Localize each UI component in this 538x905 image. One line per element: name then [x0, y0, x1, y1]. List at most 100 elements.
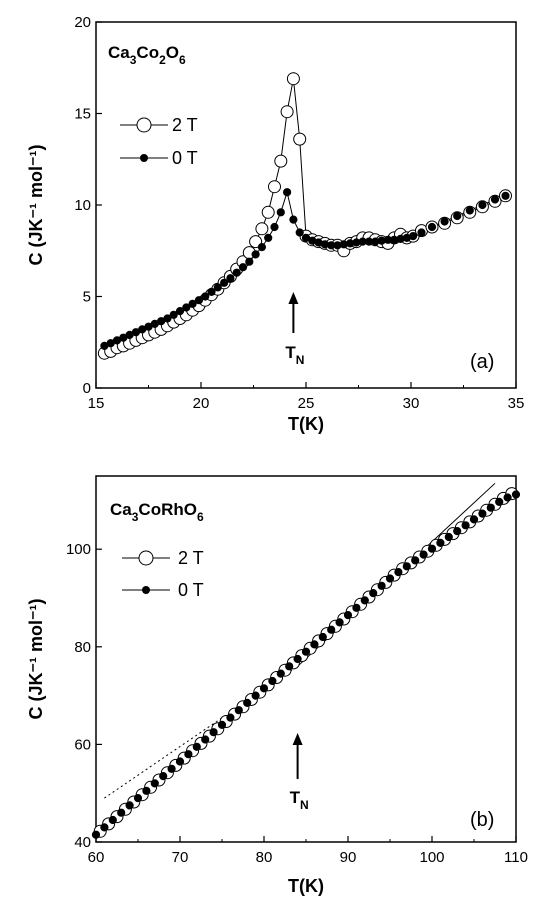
legend-label-0T: 0 T [178, 580, 204, 600]
data-point-0T [217, 720, 227, 730]
y-tick-label: 60 [74, 736, 91, 753]
y-tick-label: 20 [74, 14, 91, 31]
legend-label-2T: 2 T [178, 548, 204, 568]
legend-marker-0T [140, 154, 148, 162]
data-point-0T [163, 314, 172, 323]
legend-label-0T: 0 T [172, 148, 198, 168]
data-point-0T [318, 632, 327, 642]
data-point-0T [478, 509, 487, 518]
legend: 2 T 0 T [120, 115, 198, 168]
panel-label: (a) [470, 351, 494, 373]
x-tick-label: 35 [508, 395, 525, 412]
data-point-0T [175, 307, 185, 316]
data-point-0T [220, 278, 229, 287]
data-point-0T [226, 274, 235, 283]
data-point-0T [503, 493, 512, 502]
data-point-0T [419, 550, 428, 559]
data-point-0T [310, 640, 319, 649]
data-point-0T [264, 233, 273, 242]
data-point-0T [417, 228, 426, 237]
data-point-0T [175, 757, 185, 766]
legend-marker-2T [138, 550, 154, 566]
data-point-0T [469, 515, 479, 524]
data-point-0T [201, 292, 210, 301]
data-point-0T [91, 830, 101, 839]
y-ticks: 0 5 10 15 20 [74, 14, 102, 397]
data-point-0T [201, 735, 210, 744]
data-point-0T [495, 497, 504, 506]
series-layer [91, 487, 521, 839]
x-tick-label: 15 [88, 395, 105, 412]
data-point-0T [276, 669, 285, 678]
series-line [104, 78, 506, 354]
data-point-0T [335, 618, 344, 627]
tn-label: TN [290, 788, 309, 812]
data-point-0T [194, 296, 203, 305]
data-point-0T [169, 310, 178, 319]
data-point-0T [167, 764, 176, 773]
panel-label: (b) [470, 809, 494, 831]
y-tick-label: 10 [74, 197, 91, 214]
tn-label: TN [285, 343, 304, 367]
data-point-0T [232, 268, 241, 277]
data-point-2T [249, 235, 263, 249]
y-tick-label: 5 [83, 289, 91, 306]
legend-label-2T: 2 T [172, 115, 198, 135]
data-point-0T [108, 815, 117, 825]
data-point-0T [276, 208, 285, 217]
data-point-0T [436, 538, 445, 548]
data-point-0T [501, 191, 510, 200]
data-point-0T [478, 200, 487, 210]
data-point-0T [377, 581, 386, 590]
compound-label: Ca3Co2O6 [108, 43, 186, 67]
legend-marker-2T [136, 117, 152, 133]
data-point-0T [133, 794, 143, 803]
data-point-0T [234, 706, 243, 715]
y-ticks: 40 60 80 100 [66, 541, 102, 851]
data-point-0T [409, 232, 418, 241]
x-tick-label: 60 [88, 849, 105, 866]
data-point-0T [270, 222, 279, 232]
data-point-0T [238, 263, 248, 272]
x-ticks: 15 20 25 30 35 [88, 382, 525, 412]
y-tick-label: 0 [83, 380, 91, 397]
legend: 2 T 0 T [122, 548, 204, 600]
data-point-0T [453, 527, 462, 536]
series-layer [97, 72, 512, 360]
data-point-0T [465, 206, 474, 215]
data-point-0T [100, 823, 109, 832]
data-point-0T [259, 684, 269, 693]
x-tick-label: 80 [256, 849, 273, 866]
data-point-2T [268, 180, 281, 194]
fit-lines [104, 482, 496, 799]
y-tick-label: 100 [66, 541, 91, 558]
data-point-0T [209, 728, 218, 737]
data-point-0T [511, 490, 521, 499]
tn-annotation: TN [290, 733, 309, 812]
tn-arrow-head [292, 733, 303, 745]
x-tick-label: 110 [504, 849, 528, 866]
data-point-2T [274, 154, 288, 168]
data-point-0T [461, 521, 470, 530]
data-point-0T [117, 808, 126, 817]
data-point-2T [261, 205, 275, 219]
data-point-0T [444, 532, 453, 542]
data-point-0T [402, 562, 411, 571]
y-tick-label: 15 [74, 106, 91, 123]
data-point-0T [207, 287, 216, 296]
x-ticks: 60 70 80 90 100 110 [88, 836, 528, 866]
data-point-2T [293, 132, 307, 146]
data-point-0T [490, 195, 500, 204]
tn-annotation: TN [285, 292, 304, 367]
data-point-0T [150, 779, 159, 788]
data-point-0T [440, 217, 449, 226]
data-point-0T [394, 568, 403, 577]
data-point-0T [182, 303, 191, 312]
data-point-0T [142, 786, 151, 795]
data-point-0T [486, 503, 495, 512]
data-point-0T [453, 211, 462, 221]
x-tick-label: 70 [172, 849, 189, 866]
x-tick-label: 90 [340, 849, 357, 866]
